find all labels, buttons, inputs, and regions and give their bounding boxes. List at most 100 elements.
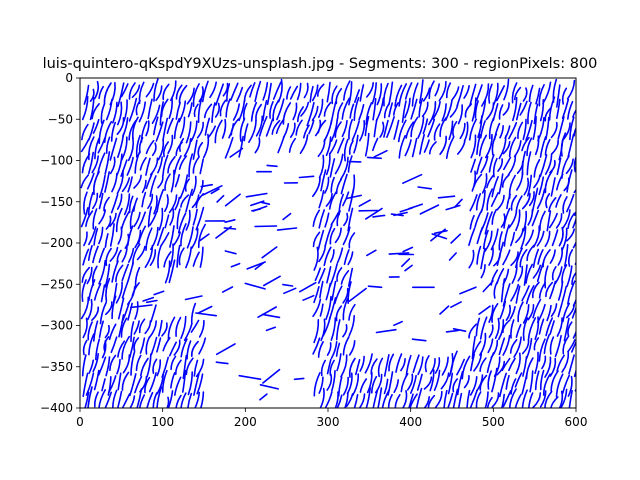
flow-segment (479, 374, 488, 391)
flow-segment (173, 117, 180, 140)
flow-segment (239, 118, 246, 142)
flow-segment (527, 174, 532, 197)
flow-segment (340, 173, 348, 195)
flow-segment (544, 170, 553, 194)
flow-segment (131, 243, 141, 266)
flow-segment (128, 82, 136, 100)
chart-title: luis-quintero-qKspdY9XUzs-unsplash.jpg -… (43, 56, 598, 72)
flow-segment (527, 317, 537, 341)
flow-segment (193, 359, 199, 377)
flow-segment (499, 300, 507, 320)
flow-segment (109, 354, 117, 371)
y-tick-label: 0 (65, 71, 73, 85)
flow-segment (496, 85, 505, 102)
flow-segment (157, 244, 162, 269)
flow-segment (490, 192, 499, 207)
flow-segment (351, 120, 360, 141)
flow-segment (561, 98, 570, 119)
flow-segment (545, 193, 551, 209)
flow-segment (197, 223, 206, 249)
flow-segment (109, 212, 117, 227)
flow-segment (337, 376, 343, 397)
flow-segment (318, 209, 325, 229)
y-tick-label: −350 (40, 360, 73, 374)
flow-segment (108, 375, 117, 394)
flow-segment (277, 78, 283, 103)
figure-segment (197, 305, 213, 314)
figure-segment (199, 233, 210, 242)
flow-segment (330, 176, 335, 193)
flow-segment (459, 122, 466, 140)
flow-segment (249, 82, 256, 98)
flow-segment (123, 99, 128, 123)
flow-segment (199, 158, 204, 175)
flow-segment (175, 316, 182, 337)
flow-segment (562, 122, 571, 141)
flow-segment (441, 103, 447, 122)
figure-segment (223, 227, 237, 230)
flow-segment (397, 119, 407, 143)
flow-segment (167, 390, 174, 408)
flow-segment (145, 336, 151, 355)
flow-segment (417, 356, 424, 376)
figure-segment (215, 343, 236, 356)
flow-segment (164, 214, 170, 229)
flow-segment (348, 315, 355, 337)
flow-segment (544, 138, 551, 156)
flow-segment (174, 196, 181, 211)
flow-segment (141, 179, 147, 194)
flow-segment (468, 227, 476, 246)
figure-segment (448, 252, 457, 261)
flow-segment (317, 119, 327, 134)
flow-segment (395, 353, 403, 373)
flow-segment (434, 83, 440, 97)
flow-segment (115, 281, 123, 304)
flow-segment (91, 103, 100, 120)
flow-segment (123, 193, 131, 216)
flow-segment (121, 177, 131, 193)
flow-segment (203, 103, 213, 119)
flow-segment (179, 116, 186, 139)
flow-segment (488, 324, 494, 338)
flow-segment (533, 103, 539, 125)
flow-segment (566, 228, 575, 242)
flow-segment (561, 264, 568, 285)
flow-segment (334, 121, 342, 138)
flow-segment (187, 102, 193, 118)
figure-segment (224, 219, 236, 223)
flow-segment (109, 156, 116, 175)
flow-segment (179, 174, 189, 199)
flow-segment (138, 101, 146, 123)
flow-segment (475, 391, 482, 408)
flow-segment (248, 119, 257, 143)
flow-segment (423, 376, 433, 390)
flow-segment (541, 355, 547, 370)
flow-segment (359, 120, 366, 142)
flow-segment (522, 317, 529, 342)
flow-segment (519, 100, 528, 116)
flow-segment (404, 139, 412, 157)
flow-segment (318, 154, 325, 179)
flow-segment (87, 298, 93, 321)
flow-segment (99, 301, 107, 325)
flow-segment (177, 212, 187, 234)
flow-segment (262, 82, 269, 101)
flow-segment (191, 175, 197, 196)
flow-segment (215, 83, 224, 106)
flow-segment (254, 80, 262, 103)
flow-segment (238, 135, 244, 158)
flow-segment (452, 388, 459, 408)
flow-segment (82, 372, 89, 397)
flow-segment (170, 355, 177, 371)
flow-segment (491, 208, 498, 225)
flow-segment (295, 119, 303, 136)
flow-segment (312, 231, 321, 248)
flow-segment (156, 359, 162, 377)
flow-segment (452, 121, 458, 137)
flow-segment (168, 97, 173, 119)
flow-segment (148, 372, 157, 393)
y-tick-label: −200 (40, 236, 73, 250)
flow-segment (422, 87, 431, 102)
flow-segment (156, 386, 163, 408)
flow-segment (549, 320, 555, 335)
